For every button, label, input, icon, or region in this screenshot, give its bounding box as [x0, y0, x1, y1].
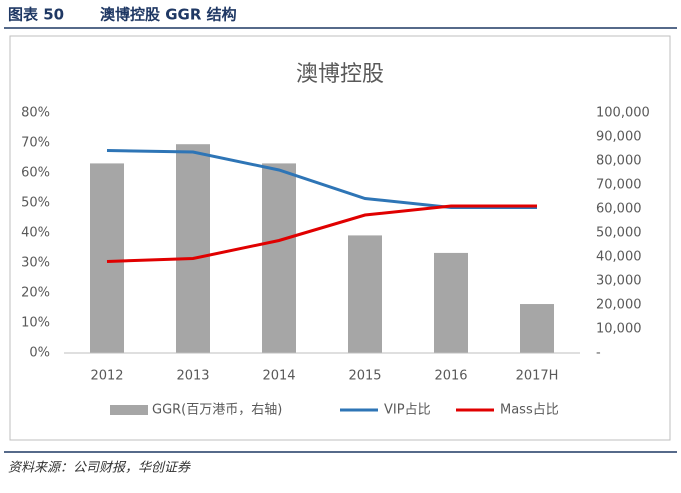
chart-frame [9, 35, 671, 441]
bar [262, 163, 296, 353]
legend-label: Mass占比 [500, 403, 559, 418]
y2-tick-label: 70,000 [596, 178, 642, 193]
x-tick-label: 2014 [262, 369, 295, 384]
y2-tick-label: 100,000 [596, 106, 650, 121]
y2-tick-label: 80,000 [596, 154, 642, 169]
y-tick-label: 30% [21, 256, 50, 271]
bar [90, 163, 124, 353]
line [106, 204, 537, 263]
y-tick-label: 70% [21, 136, 50, 151]
y2-tick-label: 30,000 [596, 274, 642, 289]
figure-title: 澳博控股 GGR 结构 [100, 6, 237, 24]
legend-label: GGR(百万港币，右轴) [152, 403, 282, 418]
bar [176, 144, 210, 353]
y-tick-label: 80% [21, 106, 50, 121]
x-tick-label: 2012 [90, 369, 123, 384]
x-tick-label: 2015 [348, 369, 381, 384]
y2-tick-label: - [596, 346, 601, 361]
y2-tick-label: 60,000 [596, 202, 642, 217]
x-tick-label: 2017H [516, 369, 559, 384]
y2-tick-label: 10,000 [596, 322, 642, 337]
bar [520, 304, 554, 353]
x-tick-label: 2016 [434, 369, 467, 384]
y2-tick-label: 90,000 [596, 130, 642, 145]
y2-tick-label: 50,000 [596, 226, 642, 241]
y-tick-label: 10% [21, 316, 50, 331]
bar [434, 252, 468, 353]
legend-swatch [110, 405, 148, 415]
legend-label: VIP占比 [384, 403, 431, 418]
bar [348, 235, 382, 353]
y2-tick-label: 20,000 [596, 298, 642, 313]
chart-title: 澳博控股 [296, 62, 384, 87]
y-tick-label: 20% [21, 286, 50, 301]
y-tick-label: 50% [21, 196, 50, 211]
y-tick-label: 0% [29, 346, 50, 361]
source: 资料来源：公司财报，华创证券 [8, 461, 191, 476]
y2-tick-label: 40,000 [596, 250, 642, 265]
x-tick-label: 2013 [176, 369, 209, 384]
figure-label: 图表 50 [8, 6, 64, 24]
line [106, 149, 537, 209]
y-tick-label: 60% [21, 166, 50, 181]
y-tick-label: 40% [21, 226, 50, 241]
